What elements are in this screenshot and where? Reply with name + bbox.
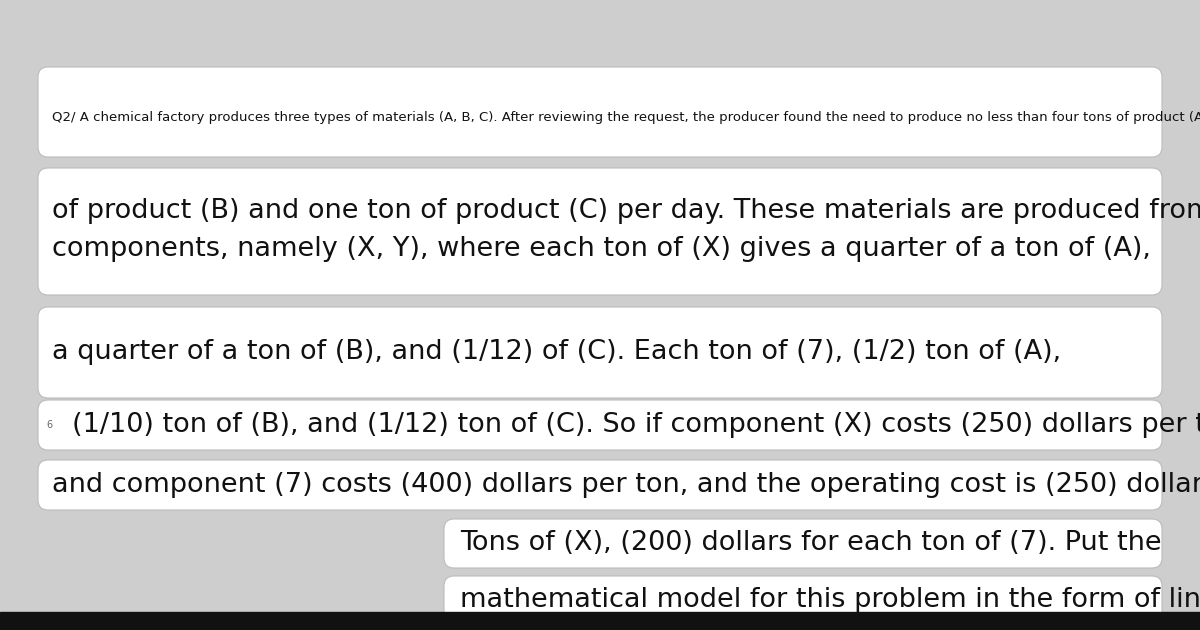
Text: and component (7) costs (400) dollars per ton, and the operating cost is (250) d: and component (7) costs (400) dollars pe… (52, 472, 1200, 498)
FancyBboxPatch shape (38, 307, 1162, 398)
Text: a quarter of a ton of (B), and (1/12) of (C). Each ton of (7), (1/2) ton of (A),: a quarter of a ton of (B), and (1/12) of… (52, 339, 1061, 365)
Text: (1/10) ton of (B), and (1/12) ton of (C). So if component (X) costs (250) dollar: (1/10) ton of (B), and (1/12) ton of (C)… (72, 412, 1200, 438)
FancyBboxPatch shape (38, 67, 1162, 157)
Text: mathematical model for this problem in the form of linear programming?: mathematical model for this problem in t… (460, 587, 1200, 613)
FancyBboxPatch shape (38, 460, 1162, 510)
Text: Tons of (X), (200) dollars for each ton of (7). Put the: Tons of (X), (200) dollars for each ton … (460, 530, 1162, 556)
FancyBboxPatch shape (444, 576, 1162, 625)
FancyBboxPatch shape (444, 519, 1162, 568)
FancyBboxPatch shape (38, 168, 1162, 295)
Text: 6: 6 (46, 420, 52, 430)
Text: of product (B) and one ton of product (C) per day. These materials are produced : of product (B) and one ton of product (C… (52, 198, 1200, 261)
Text: Q2/ A chemical factory produces three types of materials (A, B, C). After review: Q2/ A chemical factory produces three ty… (52, 110, 1200, 123)
FancyBboxPatch shape (38, 400, 1162, 450)
Bar (0, 612, 1200, 630)
